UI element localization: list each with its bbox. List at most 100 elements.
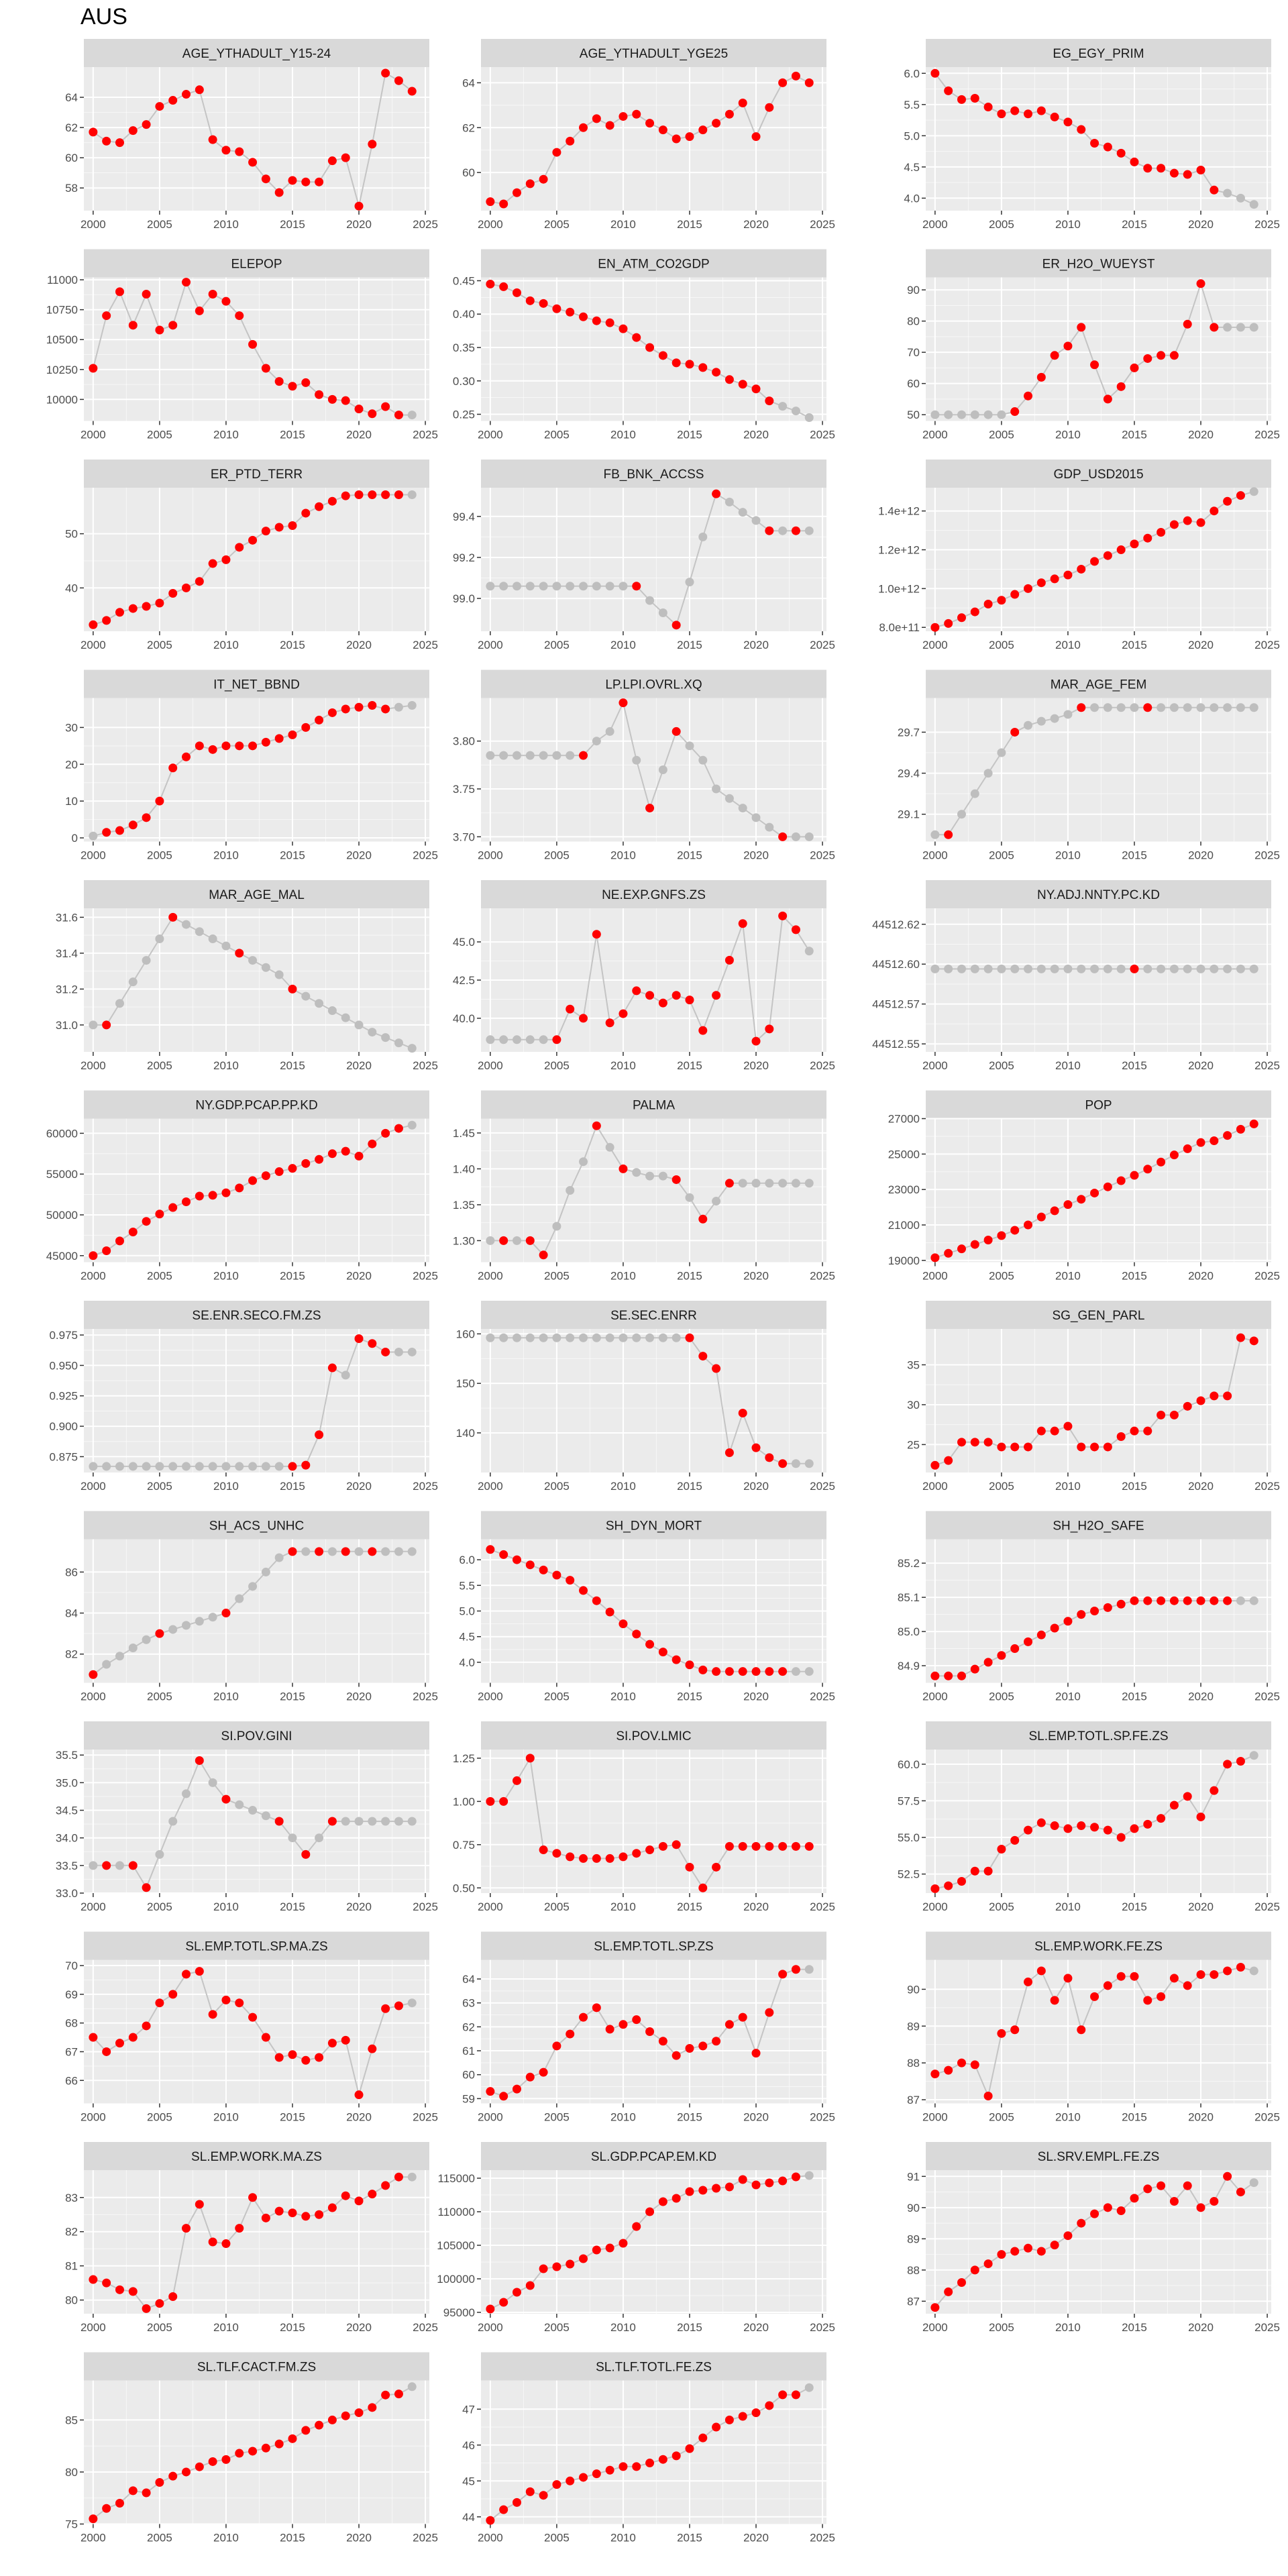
x-tick-label: 2025 bbox=[1254, 849, 1280, 862]
data-point-observed bbox=[368, 2403, 377, 2412]
x-tick-label: 2005 bbox=[147, 2321, 172, 2334]
y-tick-label: 85.2 bbox=[898, 1557, 920, 1570]
x-tick-label: 2000 bbox=[478, 429, 503, 441]
y-tick-label: 5.5 bbox=[459, 1579, 475, 1592]
data-point-observed bbox=[512, 2084, 521, 2094]
facet-title: SL.TLF.TOTL.FE.ZS bbox=[596, 2361, 712, 2375]
plot-area bbox=[481, 1750, 826, 1893]
x-tick-label: 2005 bbox=[544, 1059, 570, 1072]
data-point-observed bbox=[115, 287, 124, 297]
data-point-observed bbox=[632, 2015, 641, 2025]
x-tick-label: 2000 bbox=[80, 218, 106, 231]
data-point-observed bbox=[288, 2434, 297, 2443]
data-point-observed bbox=[1077, 1821, 1086, 1831]
data-point-imputed bbox=[182, 1789, 191, 1799]
data-point-observed bbox=[1010, 407, 1020, 417]
data-point-observed bbox=[168, 321, 178, 330]
data-point-imputed bbox=[499, 1035, 508, 1044]
x-tick-label: 2015 bbox=[677, 1270, 702, 1283]
y-tick-label: 58 bbox=[65, 182, 78, 195]
data-point-imputed bbox=[1249, 964, 1258, 973]
x-tick-label: 2005 bbox=[147, 2111, 172, 2124]
y-tick-label: 57.5 bbox=[898, 1794, 920, 1807]
data-point-imputed bbox=[552, 1222, 561, 1231]
x-tick-label: 2020 bbox=[743, 1059, 769, 1072]
x-tick-label: 2000 bbox=[478, 849, 503, 862]
data-point-observed bbox=[712, 489, 721, 498]
data-point-observed bbox=[155, 1998, 164, 2008]
x-tick-label: 2015 bbox=[280, 2532, 305, 2544]
x-tick-label: 2025 bbox=[413, 1059, 438, 1072]
data-point-observed bbox=[738, 2012, 747, 2022]
data-point-observed bbox=[658, 1648, 667, 1657]
facet-title: SE.SEC.ENRR bbox=[610, 1309, 697, 1323]
data-point-observed bbox=[1050, 1206, 1059, 1216]
data-point-observed bbox=[525, 296, 535, 305]
x-tick-label: 2015 bbox=[1122, 1900, 1147, 1913]
data-point-observed bbox=[499, 282, 508, 291]
data-point-observed bbox=[1196, 1970, 1205, 1979]
data-point-observed bbox=[182, 278, 191, 287]
x-tick-label: 2020 bbox=[346, 849, 372, 862]
data-point-observed bbox=[1050, 1426, 1059, 1436]
data-point-observed bbox=[1183, 516, 1192, 525]
data-point-observed bbox=[394, 411, 403, 420]
data-point-observed bbox=[751, 2180, 761, 2190]
x-tick-label: 2025 bbox=[1254, 218, 1280, 231]
data-point-observed bbox=[89, 2275, 98, 2284]
y-tick-label: 83 bbox=[65, 2192, 78, 2204]
x-tick-label: 2015 bbox=[1122, 429, 1147, 441]
data-point-observed bbox=[486, 2304, 495, 2314]
data-point-imputed bbox=[804, 413, 814, 423]
data-point-observed bbox=[1063, 117, 1073, 127]
data-point-observed bbox=[1183, 1981, 1192, 1990]
facet-panel: NE.EXP.GNFS.ZS 40.0 42.5 45.0 2000 2005 2010 20… bbox=[453, 880, 835, 1072]
data-point-observed bbox=[724, 2182, 734, 2192]
data-point-observed bbox=[1143, 2184, 1152, 2194]
data-point-observed bbox=[1116, 148, 1126, 158]
y-tick-label: 99.2 bbox=[453, 551, 475, 564]
data-point-observed bbox=[381, 2390, 390, 2400]
data-point-observed bbox=[274, 1817, 284, 1826]
data-point-observed bbox=[261, 527, 270, 536]
data-point-observed bbox=[712, 1667, 721, 1676]
data-point-observed bbox=[142, 2021, 151, 2031]
data-point-observed bbox=[115, 138, 124, 148]
plot-area bbox=[926, 1960, 1271, 2104]
data-point-imputed bbox=[115, 1462, 124, 1471]
facet-title: ER_PTD_TERR bbox=[211, 468, 303, 482]
data-point-imputed bbox=[778, 402, 788, 411]
data-point-observed bbox=[632, 1849, 641, 1858]
data-point-observed bbox=[1010, 1442, 1020, 1452]
data-point-observed bbox=[983, 1866, 993, 1876]
data-point-observed bbox=[765, 1841, 774, 1851]
data-point-observed bbox=[1050, 574, 1059, 584]
data-point-observed bbox=[1077, 1195, 1086, 1204]
data-point-imputed bbox=[712, 784, 721, 794]
y-tick-label: 31.4 bbox=[56, 947, 78, 960]
y-tick-label: 19000 bbox=[888, 1254, 920, 1267]
data-point-observed bbox=[525, 1236, 535, 1245]
data-point-imputed bbox=[182, 1462, 191, 1471]
data-point-imputed bbox=[407, 700, 417, 710]
x-tick-label: 2010 bbox=[1055, 1690, 1081, 1703]
facet-strip bbox=[926, 39, 1271, 67]
data-point-imputed bbox=[102, 1462, 111, 1471]
data-point-observed bbox=[1050, 1821, 1059, 1831]
y-tick-label: 29.1 bbox=[898, 808, 920, 821]
y-tick-label: 62 bbox=[462, 2021, 475, 2033]
x-tick-label: 2010 bbox=[213, 639, 239, 651]
data-point-observed bbox=[274, 2053, 284, 2062]
y-tick-label: 0.975 bbox=[49, 1329, 78, 1342]
y-tick-label: 5.0 bbox=[459, 1605, 475, 1618]
data-point-observed bbox=[1103, 1981, 1112, 1990]
data-point-imputed bbox=[261, 1811, 270, 1821]
x-tick-label: 2015 bbox=[1122, 2321, 1147, 2334]
y-tick-label: 87 bbox=[907, 2094, 920, 2106]
data-point-observed bbox=[301, 2055, 311, 2065]
data-point-observed bbox=[1210, 1391, 1219, 1401]
data-point-observed bbox=[1090, 557, 1099, 566]
data-point-observed bbox=[288, 382, 297, 391]
y-tick-label: 23000 bbox=[888, 1183, 920, 1196]
y-tick-label: 86 bbox=[65, 1566, 78, 1578]
